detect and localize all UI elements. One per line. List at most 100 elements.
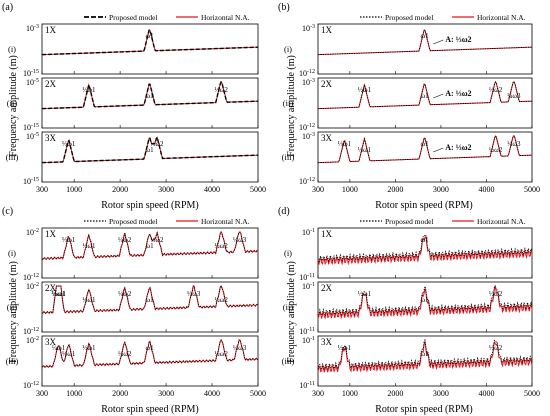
harmonic-label: 3X: [45, 337, 57, 347]
xlabel-top-left: Rotor spin speed (RPM): [101, 200, 199, 211]
subplot-2X: 10-3 10-12 2X (ii) ½ω1 ω1 ½ω2 ¼ω3 A: ⅓ω2: [283, 77, 533, 132]
peak-label: ω1: [420, 92, 429, 100]
peak-label: ¼ω2: [118, 236, 132, 244]
peak-label: ½ω2: [489, 86, 503, 94]
y-tick-bottom: 10-12: [23, 273, 39, 282]
harmonic-label: 1X: [45, 229, 57, 239]
axes-box: [317, 227, 533, 279]
panel-label: (a): [2, 2, 13, 13]
axes-box: [41, 335, 259, 387]
y-tick-top: 10-1: [302, 336, 315, 345]
subplot-3X: 300 1000 2000 3000 4000 5000 10-5 10-15 3X (iii) ⅓…: [6, 131, 266, 194]
harmonic-label: 2X: [45, 79, 57, 89]
series-proposed-line: [41, 339, 259, 368]
y-tick-bottom: 10-11: [299, 273, 315, 282]
x-tick-label: 1000: [66, 389, 82, 398]
peak-label: ⅕ω1: [51, 290, 66, 298]
legend: Proposed model Horizontal N.A.: [84, 13, 250, 22]
axes-box: [317, 77, 533, 129]
legend: Proposed model Horizontal N.A.: [84, 217, 250, 226]
harmonic-label: 1X: [321, 229, 333, 239]
series-proposed-line: [317, 234, 533, 264]
x-tick-label: 3000: [158, 389, 174, 398]
x-tick-label: 3000: [433, 389, 449, 398]
y-tick-bottom: 10-12: [299, 177, 315, 186]
x-tick-label: 5000: [524, 389, 540, 398]
peak-label: ½ω1: [358, 146, 372, 154]
peak-label: ½ω1: [82, 242, 96, 250]
chart-panel-c: (c)Proposed model Horizontal N.A.10-210-1…: [2, 206, 266, 398]
subplot-1X: 10-2 10-12 1X (i) ⅓ω1 ½ω1 ¼ω2 ω1⅓ω2 ½ω2 ¼ω3: [8, 227, 259, 282]
y-tick-top: 10-2: [26, 336, 39, 345]
axes-box: [41, 131, 259, 183]
chart-panel-b: (b)Proposed model Horizontal N.A.10-310-1…: [278, 2, 540, 194]
peak-label: ω1: [145, 344, 154, 352]
legend-label-proposed: Proposed model: [109, 217, 158, 226]
axes-box: [41, 281, 259, 333]
annotation-arrow: [433, 93, 444, 99]
y-tick-bottom: 10-15: [23, 123, 39, 132]
peak-label: ¼ω1: [52, 290, 66, 298]
annotation-label: A: ⅓ω2: [445, 35, 471, 44]
x-tick-label: 5000: [250, 389, 266, 398]
series-proposed-line: [42, 29, 259, 56]
peak-label: ½ω2: [489, 146, 503, 154]
subplot-3X: 300 1000 2000 3000 4000 5000 10-1 10-11 3X (iii) ⅓…: [282, 335, 540, 398]
subplot-2X: 10-1 10-11 2X (ii) ½ω1 ω1 ½ω2: [283, 281, 533, 336]
peak-label: ⅓ω1: [62, 236, 76, 244]
annotation-label: A: ⅓ω2: [445, 143, 471, 152]
x-tick-label: 1000: [342, 389, 358, 398]
peak-label: ω1: [420, 236, 429, 244]
x-tick-label: 300: [312, 185, 324, 194]
harmonic-label: 3X: [45, 133, 57, 143]
row-label: (ii): [7, 302, 18, 312]
legend-label-horizontal: Horizontal N.A.: [477, 13, 526, 22]
subplot-1X: 10-1 10-11 1X (i) ω1: [284, 227, 533, 282]
axes-box: [317, 23, 533, 75]
x-tick-label: 2000: [387, 185, 403, 194]
harmonic-label: 3X: [321, 337, 333, 347]
y-tick-bottom: 10-12: [299, 69, 315, 78]
peak-label: ⅓ω1: [62, 140, 76, 148]
row-label: (iii): [282, 152, 295, 162]
peak-label: ¼ω3: [233, 236, 247, 244]
y-tick-top: 10-3: [302, 78, 315, 87]
y-tick-top: 10-2: [26, 228, 39, 237]
legend: Proposed model Horizontal N.A.: [360, 217, 526, 226]
chart-panel-d: (d)Proposed model Horizontal N.A.10-110-1…: [278, 206, 540, 398]
harmonic-label: 2X: [45, 283, 57, 293]
peak-label: ω1: [420, 350, 429, 358]
row-label: (i): [284, 44, 292, 54]
row-label: (iii): [282, 356, 295, 366]
legend-label-horizontal: Horizontal N.A.: [477, 217, 526, 226]
peak-label: ½ω2: [215, 296, 229, 304]
y-tick-top: 10-2: [26, 282, 39, 291]
y-tick-top: 10-3: [26, 24, 39, 33]
peak-label: ω1: [145, 92, 154, 100]
y-tick-bottom: 10-12: [23, 327, 39, 336]
x-tick-label: 5000: [250, 185, 266, 194]
x-tick-label: 1000: [342, 185, 358, 194]
x-tick-label: 3000: [433, 185, 449, 194]
x-tick-label: 2000: [112, 185, 128, 194]
axes-box: [317, 131, 533, 183]
x-tick-label: 4000: [204, 185, 220, 194]
annotation-label: A: ⅓ω2: [445, 89, 471, 98]
x-tick-label: 4000: [204, 389, 220, 398]
peak-label: ω1: [145, 146, 154, 154]
peak-label: ¼ω2: [118, 350, 132, 358]
peak-label: ω1: [420, 32, 429, 40]
peak-label: ¼ω2: [118, 290, 132, 298]
subplot-2X: 10-2 10-12 2X (ii) ¼ω1 ½ω1 ¼ω2 ω1 ⅓ω3 ½ω2 ⅕ω1: [7, 281, 259, 336]
series-horizontal-line: [318, 81, 533, 110]
row-label: (i): [284, 248, 292, 258]
ylabel-bottom-left: Frequency amplitude (m): [8, 261, 19, 363]
y-tick-top: 10-1: [302, 228, 315, 237]
subplot-1X: 10-3 10-12 1X (i) ω1 A: ⅓ω2: [284, 23, 533, 78]
x-tick-label: 2000: [387, 389, 403, 398]
y-tick-top: 10-3: [302, 24, 315, 33]
series-proposed-line: [42, 80, 259, 110]
x-tick-label: 300: [36, 185, 48, 194]
peak-label: ⅓ω3: [187, 290, 201, 298]
